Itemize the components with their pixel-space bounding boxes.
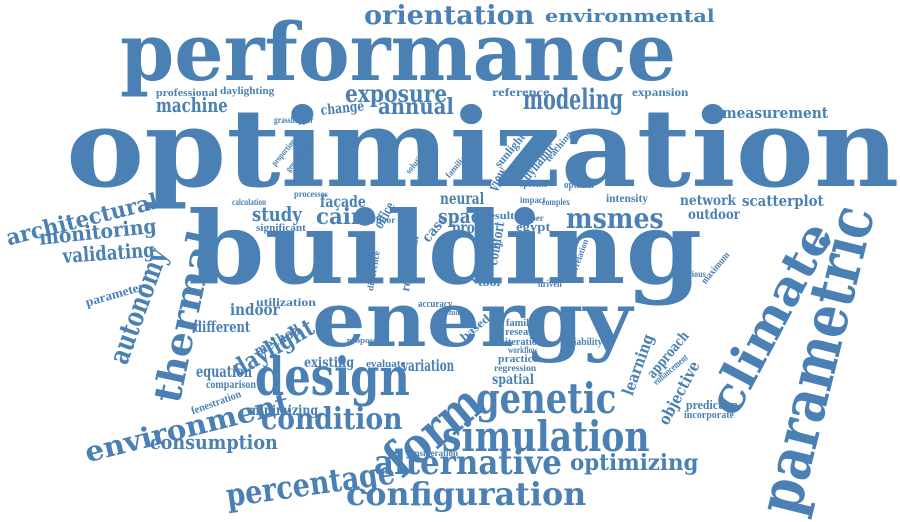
word-regression: regression [494, 363, 537, 373]
word-orientation: orientation [364, 1, 535, 31]
word-studies: studies [446, 308, 468, 317]
word-different: different [194, 318, 251, 336]
word-propose: propose [347, 336, 377, 345]
word-workflow: workflow [508, 345, 538, 355]
word-family: family [506, 318, 535, 329]
word-floor: floor [376, 215, 396, 225]
word-measurement: measurement [722, 104, 829, 122]
word-driven: driven [538, 279, 562, 290]
word-design: design [255, 347, 410, 408]
word-optimal: optimal [564, 180, 594, 191]
word-spatial: spatial [492, 372, 534, 388]
word-result: result [484, 211, 515, 222]
word-indoor: indoor [230, 300, 280, 319]
word-machine: machine [156, 93, 228, 117]
word-performance: performance [120, 5, 676, 99]
word-egypt: egypt [516, 219, 551, 234]
word-scatterplot: scatterplot [742, 192, 824, 210]
word-annual: annual [378, 94, 454, 120]
word-study: study [252, 202, 302, 226]
word-specific: specific [520, 179, 548, 189]
word-configuration: configuration [346, 475, 587, 513]
word-network: network [680, 193, 737, 209]
word-research: research [505, 327, 544, 338]
word-consumption: consumption [150, 430, 278, 454]
word-cities: cities [480, 239, 504, 249]
word-facade: façade [320, 192, 366, 211]
word-impact: impact [520, 195, 546, 205]
word-accuracy: accuracy [418, 299, 453, 310]
word-calculation: calculation [232, 197, 267, 207]
word-grasshopper: grasshopper [274, 115, 314, 125]
word-reference: reference [492, 85, 550, 99]
word-outdoor: outdoor [688, 207, 740, 223]
word-optimizing: optimizing [570, 450, 699, 476]
word-cairo: cairo [316, 204, 377, 230]
word-evaluate: evaluate [366, 359, 406, 370]
word-significant: significant [256, 222, 306, 234]
word-condition: condition [261, 402, 403, 437]
word-paper: paper [522, 213, 544, 223]
word-equation: equation [196, 362, 253, 381]
word-incorporate: incorporate [684, 409, 734, 421]
word-comparison: comparison [206, 377, 256, 391]
word-practice: practice [498, 353, 538, 365]
word-proc: proc [452, 218, 483, 237]
word-modeling: modeling [523, 83, 623, 116]
word-variation: variation [402, 356, 455, 375]
word-previous: previous [676, 269, 706, 279]
word-energy: energy [312, 275, 633, 364]
word-processes: processes [294, 189, 328, 199]
word-iteration: iteration [505, 337, 543, 348]
word-expansion: expansion [632, 85, 689, 99]
word-utilization: utilization [256, 295, 317, 309]
word-intensity: intensity [606, 191, 649, 205]
word-neural: neural [440, 189, 485, 208]
word-consideration: consideration [406, 448, 459, 458]
word-exposure: exposure [345, 79, 448, 108]
word-simulation: simulation [442, 412, 650, 461]
word-building: building [188, 189, 703, 307]
word-minimizing: minimizing [248, 403, 319, 419]
word-professional: professional [156, 87, 218, 99]
word-daylighting: daylighting [220, 85, 275, 97]
word-environmental: environmental [545, 6, 715, 27]
word-complex: complex [542, 197, 570, 207]
word-alternative: alternative [374, 443, 562, 483]
word-variability: variability [560, 337, 603, 348]
word-tool: tool [478, 275, 501, 289]
word-prediction: prediction [686, 397, 738, 412]
word-existing: existing [304, 355, 355, 371]
word-msmes: msmes [566, 202, 664, 235]
word-genetic: genetic [476, 374, 617, 423]
word-optimization: optimization [66, 86, 900, 212]
word-model: model [441, 233, 455, 262]
word-space: space [438, 204, 493, 228]
